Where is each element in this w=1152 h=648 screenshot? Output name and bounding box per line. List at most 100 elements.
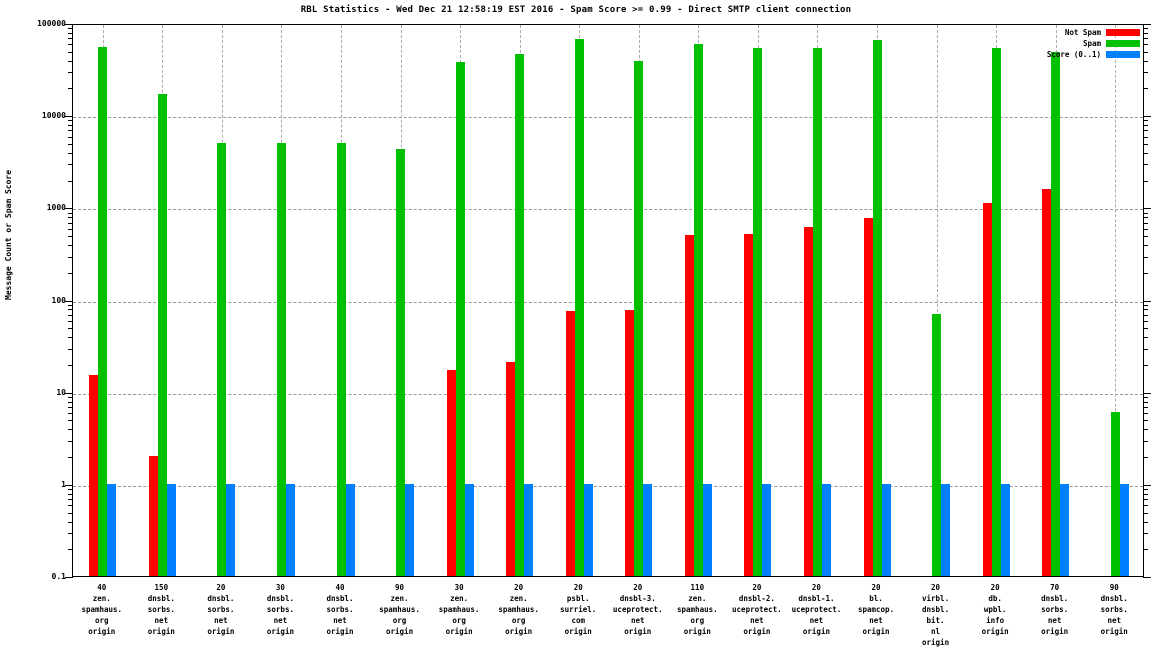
x-axis-group-label-line: origin [1041, 627, 1069, 636]
bar-spam [336, 142, 346, 576]
y-axis-minor-tick [68, 304, 73, 306]
bar-score-0-1 [702, 483, 712, 576]
y-axis-minor-tick [68, 328, 73, 330]
x-axis-group-label: 70 dnsbl. sorbs. net origin [1010, 582, 1100, 637]
x-axis-group-label-line: sorbs. [147, 605, 175, 614]
bar-score-0-1 [1000, 483, 1010, 576]
y-axis-minor-tick-right [1143, 364, 1148, 366]
bar-not-spam [982, 203, 992, 576]
x-axis-group-label-line: sorbs. [1041, 605, 1069, 614]
x-axis-group-label-line: bit. [926, 616, 945, 625]
y-axis-minor-tick-right [1143, 314, 1148, 316]
x-axis-group-label-line: 20 [514, 583, 524, 592]
y-axis-minor-tick [68, 489, 73, 491]
y-axis-minor-tick-right [1143, 256, 1148, 258]
x-axis-group-label-line: spamhaus. [498, 605, 539, 614]
x-axis-group-label-line: origin [862, 627, 890, 636]
y-axis-minor-tick [68, 72, 73, 74]
bar-score-0-1 [1060, 483, 1070, 576]
x-axis-group-label-line: origin [564, 627, 592, 636]
x-axis-group-label-line: net [809, 616, 824, 625]
legend-swatch [1106, 29, 1140, 36]
y-axis-minor-tick [68, 549, 73, 551]
y-axis-label: 10000 [41, 111, 66, 121]
bar-spam [812, 48, 822, 576]
y-axis-minor-tick [68, 420, 73, 422]
y-axis-minor-tick [68, 320, 73, 322]
x-axis-group-label: 20 db. wpbl. info origin [950, 582, 1040, 637]
y-axis-minor-tick-right [1143, 212, 1148, 214]
x-axis-group-label-line: 90 [1109, 583, 1119, 592]
y-axis-tick [65, 577, 73, 578]
y-axis-minor-tick [68, 51, 73, 53]
y-axis-tick-right [1143, 577, 1151, 578]
y-axis-minor-tick-right [1143, 88, 1148, 90]
y-axis-label: 0.1 [51, 572, 66, 581]
x-axis-group-label-line: net [1047, 616, 1062, 625]
bar-score-0-1 [285, 483, 295, 576]
x-axis-group-label: 150 dnsbl. sorbs. net origin [116, 582, 206, 637]
y-axis-minor-tick [68, 130, 73, 132]
y-axis-minor-tick-right [1143, 401, 1148, 403]
bar-score-0-1 [583, 483, 593, 576]
x-axis-group-label-line: dnsbl. [1100, 594, 1128, 603]
y-axis-minor-tick [68, 143, 73, 145]
x-axis-group-label: 20 virbl. dnsbl. bit. nl origin [891, 582, 981, 648]
y-axis-minor-tick-right [1143, 493, 1148, 495]
x-axis-group-label-line: 20 [931, 583, 941, 592]
x-axis-group-label-line: 20 [573, 583, 583, 592]
bar-spam [872, 39, 882, 576]
bar-spam [753, 47, 763, 576]
x-axis-group-label-line: 20 [633, 583, 643, 592]
bar-spam [1051, 52, 1061, 576]
x-axis-group-label-line: sorbs. [207, 605, 235, 614]
x-axis-group-label-line: 20 [871, 583, 881, 592]
y-axis-minor-tick-right [1143, 499, 1148, 501]
bar-spam [574, 39, 584, 576]
bar-not-spam [89, 375, 99, 576]
x-axis-group-label-line: zen. [92, 594, 111, 603]
x-axis-group-label: 90 dnsbl. sorbs. net origin [1069, 582, 1152, 637]
x-axis-group-label-line: zen. [390, 594, 409, 603]
vertical-gridline [1115, 25, 1117, 576]
y-axis-minor-tick [68, 521, 73, 523]
x-axis-group-label-line: net [154, 616, 169, 625]
x-axis-group-label-line: origin [445, 627, 473, 636]
x-axis-group-label-line: origin [88, 627, 116, 636]
y-axis-minor-tick [68, 38, 73, 40]
bar-score-0-1 [762, 483, 772, 576]
x-axis-group-label-line: net [1107, 616, 1121, 625]
legend-swatch [1106, 40, 1140, 47]
x-axis-group-label-line: 150 [154, 583, 169, 592]
x-axis-group-label-line: origin [207, 627, 235, 636]
bar-score-0-1 [405, 483, 415, 576]
gridline [73, 485, 1143, 487]
y-axis-minor-tick-right [1143, 180, 1148, 182]
gridline [73, 301, 1143, 303]
bar-spam [515, 54, 525, 576]
x-axis-group-label-line: 20 [752, 583, 762, 592]
x-axis-group-label-line: nl [931, 627, 941, 636]
y-axis-minor-tick [68, 413, 73, 415]
x-axis-group-label-line: zen. [509, 594, 528, 603]
x-axis-group-label-line: net [750, 616, 764, 625]
bar-spam [217, 142, 227, 576]
y-axis-minor-tick [68, 236, 73, 238]
x-axis-group-label-line: 20 [811, 583, 821, 592]
x-axis-group-label: 90 zen. spamhaus. org origin [355, 582, 445, 637]
legend-item: Not Spam [1047, 27, 1140, 38]
y-axis-minor-tick-right [1143, 44, 1148, 46]
x-axis-group-label-line: origin [386, 627, 414, 636]
y-axis-minor-tick [68, 533, 73, 535]
y-axis-minor-tick [68, 228, 73, 230]
y-axis-minor-tick-right [1143, 348, 1148, 350]
x-axis-group-label-line: com [571, 616, 585, 625]
x-axis-group-label-line: origin [1100, 627, 1128, 636]
x-axis-group-label: 30 zen. spamhaus. org origin [414, 582, 504, 637]
legend-label: Not Spam [1064, 28, 1101, 37]
bar-not-spam [506, 361, 516, 576]
y-axis-minor-tick-right [1143, 420, 1148, 422]
x-axis-group-label-line: spamhaus. [438, 605, 480, 614]
x-axis-group-label-line: org [690, 616, 705, 625]
y-axis-minor-tick-right [1143, 406, 1148, 408]
